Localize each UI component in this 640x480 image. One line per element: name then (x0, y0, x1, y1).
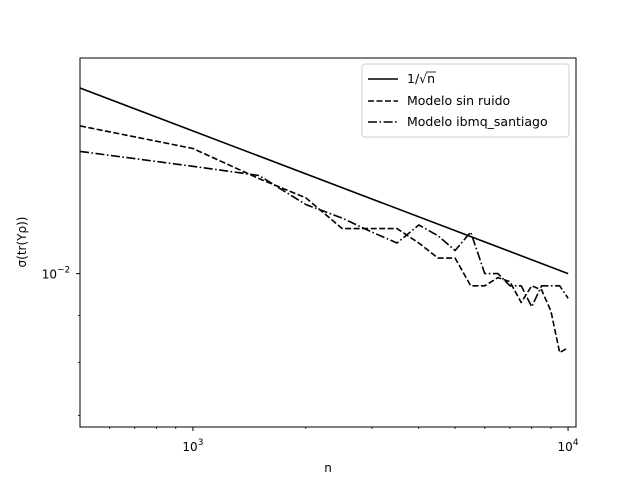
legend-box (361, 63, 570, 138)
axes-frame (79, 57, 577, 428)
legend: 1/√n Modelo sin ruido Modelo ibmq_santia… (361, 63, 570, 138)
x-tick-label-1: 103 (182, 438, 203, 454)
y-axis-label: σ(tr(Yρ)) (15, 217, 29, 268)
series-line-3 (79, 150, 569, 308)
y-tick-label-1: 10−2 (42, 266, 71, 282)
x-axis-label: n (324, 461, 332, 475)
x-tick-label-2: 104 (558, 438, 579, 454)
legend-label-1: 1/√n (407, 71, 435, 86)
series-layer (79, 87, 569, 354)
legend-label-2: Modelo sin ruido (407, 93, 510, 108)
series-line-1 (79, 87, 569, 275)
legend-label-3: Modelo ibmq_santiago (407, 114, 548, 129)
